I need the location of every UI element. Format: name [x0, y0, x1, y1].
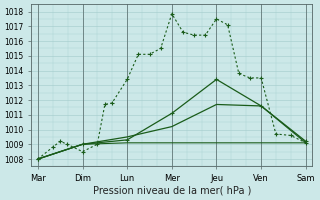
X-axis label: Pression niveau de la mer( hPa ): Pression niveau de la mer( hPa )	[93, 186, 251, 196]
